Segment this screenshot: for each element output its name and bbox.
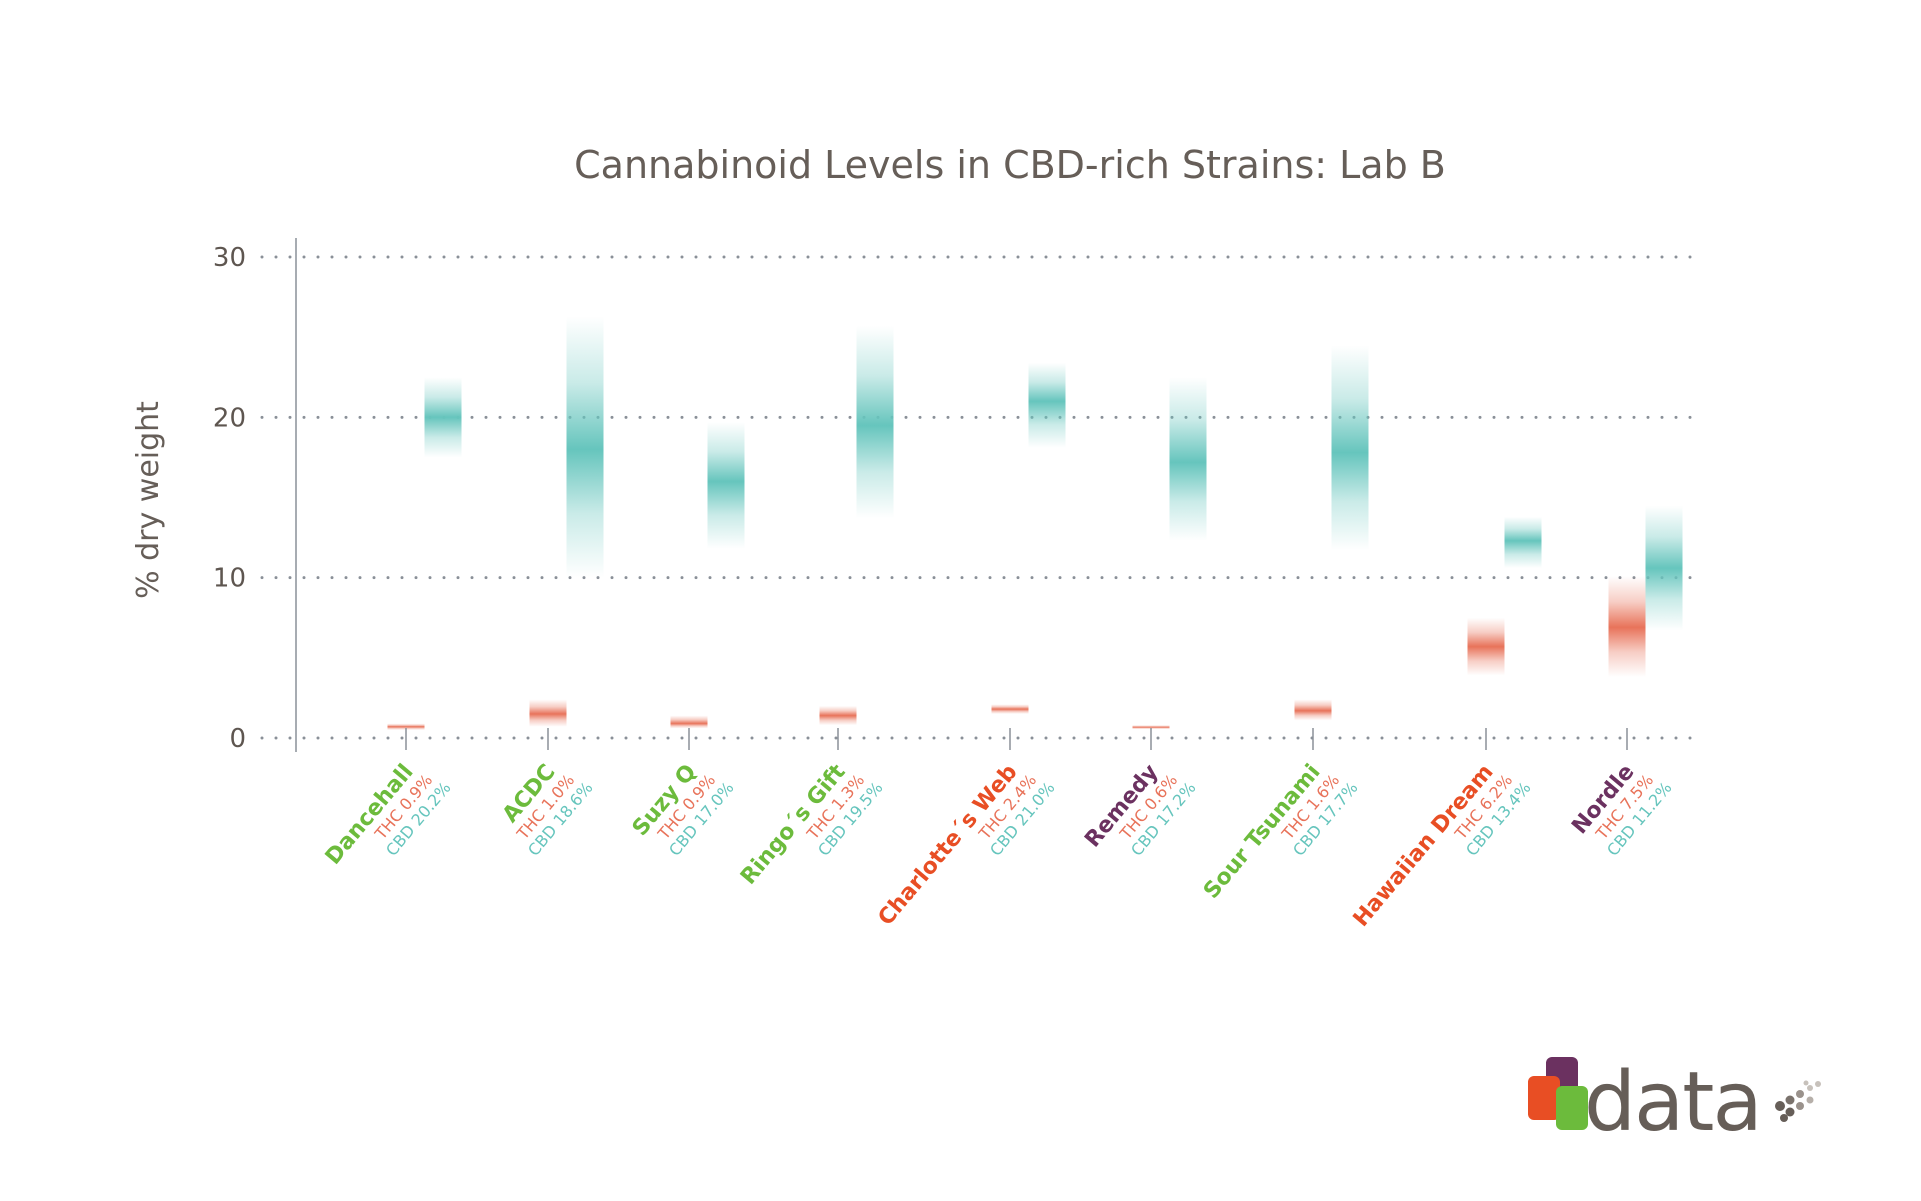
thc-bar-4 (991, 704, 1029, 714)
axes (295, 238, 1628, 752)
thc-bar-3 (819, 705, 857, 726)
thc-bar-0 (387, 723, 425, 730)
y-tick-label: 10 (213, 564, 246, 594)
thc-bar-7 (1467, 617, 1505, 676)
cbd-bar-6 (1331, 345, 1369, 551)
thc-bar-8 (1608, 576, 1646, 678)
gridlines (260, 255, 1694, 740)
cbd-bar-5 (1169, 377, 1207, 541)
cbd-bar-7 (1504, 516, 1542, 569)
cbd-bar-3 (856, 325, 894, 519)
thc-bar-2 (670, 715, 708, 729)
bars (387, 316, 1683, 730)
y-tick-labels: 0 10 20 30 (213, 243, 246, 754)
y-tick-label: 30 (213, 243, 246, 273)
y-tick-label: 20 (213, 403, 246, 433)
data-logo: data (1528, 1055, 1821, 1138)
chart-title: Cannabinoid Levels in CBD-rich Strains: … (574, 143, 1446, 187)
cbd-bar-1 (566, 316, 604, 578)
thc-bar-1 (529, 699, 567, 727)
y-tick-label: 0 (229, 724, 246, 754)
thc-bar-5 (1132, 725, 1170, 730)
cbd-bar-2 (707, 422, 745, 549)
logo-square-orange (1528, 1076, 1560, 1120)
cbd-bar-8 (1645, 505, 1683, 631)
y-axis-label: % dry weight (131, 401, 166, 599)
thc-bar-6 (1294, 699, 1332, 721)
logo-dots-icon (1775, 1080, 1821, 1122)
cbd-bar-4 (1028, 362, 1066, 448)
logo-square-green (1556, 1086, 1588, 1130)
logo-text: data (1584, 1055, 1761, 1138)
cbd-bar-0 (424, 377, 462, 458)
